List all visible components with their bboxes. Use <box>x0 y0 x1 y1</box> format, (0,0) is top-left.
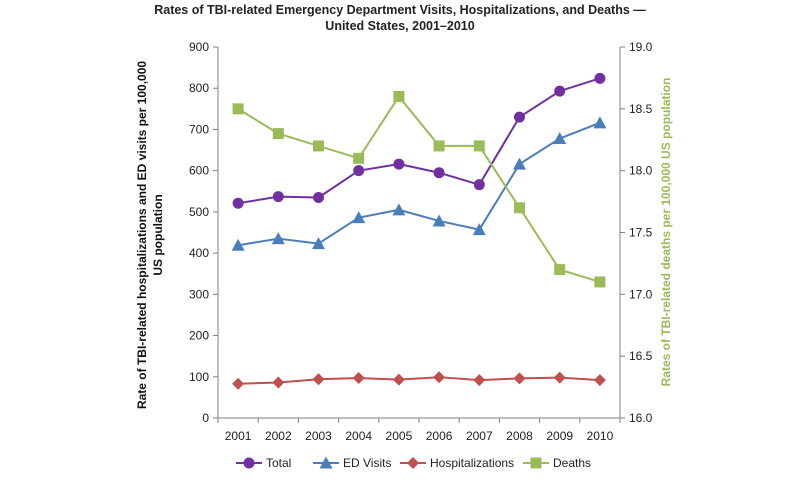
point-total <box>393 158 405 170</box>
legend-item-hospitalizations: Hospitalizations <box>400 456 514 470</box>
point-total <box>554 85 566 97</box>
legend-label-ed-visits: ED Visits <box>343 456 391 470</box>
point-total <box>594 72 606 84</box>
y-axis-right-ticks: 16.0 16.5 17.0 17.5 18.0 18.5 19.0 <box>620 40 653 425</box>
legend-label-deaths: Deaths <box>553 456 591 470</box>
legend-item-ed-visits: ED Visits <box>313 456 391 470</box>
x-tick-label: 2001 <box>225 429 252 443</box>
x-tick-label: 2009 <box>546 429 573 443</box>
point-deaths <box>353 152 365 164</box>
y-right-tick-label: 17.0 <box>629 287 653 301</box>
point-deaths <box>232 103 244 115</box>
legend: Total ED Visits Hospitalizations Deaths <box>236 456 591 470</box>
point-ed-visits <box>432 214 446 227</box>
series-line-total <box>237 77 601 205</box>
point-hospitalizations <box>513 372 526 385</box>
y-left-tick-label: 400 <box>189 246 209 260</box>
point-hospitalizations <box>392 373 405 386</box>
x-tick-label: 2010 <box>587 429 614 443</box>
y-left-tick-label: 800 <box>189 81 209 95</box>
x-tick-label: 2005 <box>386 429 413 443</box>
x-tick-label: 2006 <box>426 429 453 443</box>
series-hospitalizations <box>232 371 606 390</box>
point-deaths <box>554 264 566 276</box>
point-hospitalizations <box>473 374 486 387</box>
point-total <box>313 191 324 203</box>
legend-label-total: Total <box>266 456 291 470</box>
legend-marker-total <box>243 457 255 469</box>
legend-item-total: Total <box>236 456 291 470</box>
chart-title-line2: United States, 2001–2010 <box>325 19 474 33</box>
y-right-tick-label: 18.0 <box>629 164 653 178</box>
y-left-tick-label: 500 <box>189 205 209 219</box>
point-ed-visits <box>472 223 486 236</box>
point-deaths <box>313 140 324 152</box>
legend-marker-deaths <box>530 457 542 469</box>
series-total <box>232 72 606 209</box>
y-axis-left-label-line2: US population <box>151 194 165 275</box>
y-left-tick-label: 700 <box>189 122 209 136</box>
x-tick-label: 2003 <box>305 429 332 443</box>
point-deaths <box>514 202 525 214</box>
y-left-tick-label: 900 <box>189 40 209 54</box>
y-axis-right-label: Rates of TBI-related deaths per 100,000 … <box>659 78 673 387</box>
y-left-tick-label: 0 <box>202 411 209 425</box>
series-line-hospitalizations <box>238 376 600 385</box>
x-axis-ticks: 2001 2002 2003 2004 2005 2006 2007 2008 2009 2010 <box>217 418 621 443</box>
point-deaths <box>433 140 445 152</box>
legend-item-deaths: Deaths <box>523 456 591 470</box>
y-left-tick-label: 300 <box>189 287 209 301</box>
point-hospitalizations <box>593 374 606 387</box>
point-ed-visits <box>312 237 325 250</box>
point-total <box>232 197 244 209</box>
point-ed-visits <box>513 157 526 170</box>
x-tick-label: 2007 <box>466 429 493 443</box>
point-hospitalizations <box>272 376 285 389</box>
y-left-tick-label: 200 <box>189 329 209 343</box>
x-tick-label: 2004 <box>345 429 372 443</box>
point-hospitalizations <box>232 377 245 390</box>
point-total <box>514 111 525 123</box>
y-right-tick-label: 17.5 <box>629 226 653 240</box>
point-ed-visits <box>231 238 245 251</box>
point-ed-visits <box>352 211 366 224</box>
x-tick-label: 2002 <box>265 429 292 443</box>
y-axis-left-label-line1: Rate of TBI-related hospitalizations and… <box>135 61 149 409</box>
y-left-tick-label: 600 <box>189 164 209 178</box>
legend-marker-ed-visits <box>319 456 333 469</box>
point-hospitalizations <box>433 371 446 384</box>
series-layer <box>231 72 607 390</box>
series-deaths <box>232 90 606 288</box>
y-right-tick-label: 19.0 <box>629 40 653 54</box>
point-total <box>353 165 365 177</box>
point-total <box>473 179 485 191</box>
y-left-tick-label: 100 <box>189 370 209 384</box>
point-deaths <box>473 140 485 152</box>
point-ed-visits <box>553 132 567 145</box>
point-deaths <box>393 90 405 102</box>
point-hospitalizations <box>352 372 365 385</box>
x-tick-label: 2008 <box>506 429 533 443</box>
y-axis-left-ticks: 0 100 200 300 400 500 600 700 800 900 <box>189 40 218 425</box>
y-right-tick-label: 16.0 <box>629 411 653 425</box>
chart-title-line1: Rates of TBI-related Emergency Departmen… <box>154 3 646 17</box>
point-ed-visits <box>392 203 406 216</box>
point-ed-visits <box>593 116 607 129</box>
series-line-ed-visits <box>237 121 601 247</box>
series-ed-visits <box>231 116 607 251</box>
legend-label-hospitalizations: Hospitalizations <box>430 456 514 470</box>
point-hospitalizations <box>312 373 325 386</box>
point-ed-visits <box>271 232 285 245</box>
y-right-tick-label: 18.5 <box>629 102 653 116</box>
series-line-deaths <box>237 94 601 283</box>
point-hospitalizations <box>553 371 566 384</box>
y-right-tick-label: 16.5 <box>629 349 653 363</box>
point-deaths <box>272 128 284 140</box>
point-total <box>433 167 445 179</box>
point-total <box>272 191 284 203</box>
legend-marker-hospitalizations <box>407 457 419 469</box>
point-deaths <box>594 276 606 288</box>
